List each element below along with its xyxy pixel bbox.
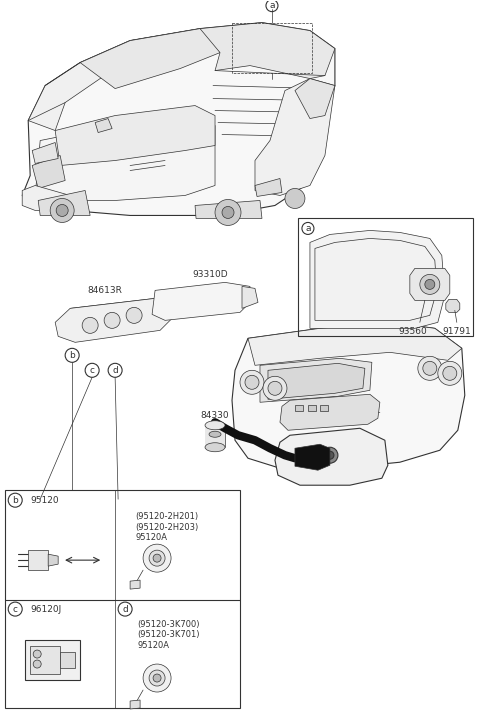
Circle shape [240,370,264,394]
Circle shape [438,361,462,385]
Polygon shape [28,550,48,570]
Polygon shape [446,299,460,312]
Polygon shape [255,178,282,197]
Polygon shape [48,554,58,566]
Bar [232,23,312,73]
Bar [5,491,240,708]
Text: c: c [90,366,95,375]
Text: 84330: 84330 [201,411,229,420]
Circle shape [143,664,171,692]
Text: 84613R: 84613R [88,287,122,295]
Polygon shape [152,282,250,320]
Text: b: b [69,351,75,360]
Polygon shape [28,29,210,130]
Polygon shape [248,322,462,365]
Circle shape [285,188,305,208]
Text: 93560: 93560 [398,327,427,337]
Circle shape [56,205,68,217]
Ellipse shape [209,431,221,437]
Polygon shape [22,185,70,210]
Circle shape [82,317,98,334]
Polygon shape [32,155,65,188]
Circle shape [425,279,435,289]
Polygon shape [55,106,215,165]
Polygon shape [130,580,140,589]
Ellipse shape [205,421,225,430]
Circle shape [153,554,161,562]
Polygon shape [32,143,58,163]
Polygon shape [38,190,90,215]
Text: (95120-2H201)
(95120-2H203)
95120A: (95120-2H201) (95120-2H203) 95120A [135,512,198,542]
Circle shape [268,381,282,395]
Polygon shape [200,23,335,78]
Circle shape [50,198,74,222]
Polygon shape [260,359,372,402]
Bar [298,218,473,337]
Polygon shape [232,322,465,468]
Circle shape [104,312,120,329]
Polygon shape [30,646,60,674]
Polygon shape [80,29,220,88]
Circle shape [245,375,259,389]
Text: 95120: 95120 [30,496,59,505]
Text: b: b [12,496,18,505]
Circle shape [33,660,41,668]
Polygon shape [280,394,380,430]
Ellipse shape [205,443,225,452]
Circle shape [153,674,161,682]
Text: 91791: 91791 [443,327,471,337]
Circle shape [33,650,41,658]
Polygon shape [275,429,388,486]
Polygon shape [255,78,335,195]
Circle shape [126,307,142,324]
Polygon shape [242,287,258,308]
Polygon shape [55,298,175,342]
Bar [308,405,316,411]
Text: 93310D: 93310D [192,270,228,279]
Circle shape [143,544,171,572]
Polygon shape [22,23,335,215]
Polygon shape [295,444,330,470]
Polygon shape [25,640,80,680]
Polygon shape [195,200,262,218]
Circle shape [149,550,165,566]
Text: a: a [305,224,311,233]
Bar [295,405,303,411]
Polygon shape [35,116,215,200]
Text: c: c [12,605,18,614]
Circle shape [443,366,457,380]
Circle shape [418,356,442,380]
Polygon shape [95,118,112,133]
Text: (95120-3K700)
(95120-3K701)
95120A: (95120-3K700) (95120-3K701) 95120A [137,620,200,650]
Circle shape [423,361,437,375]
Bar [320,405,328,411]
Circle shape [222,207,234,218]
Polygon shape [60,652,75,668]
Polygon shape [310,230,445,329]
Circle shape [322,447,338,463]
Text: a: a [269,1,275,10]
Polygon shape [410,268,450,300]
Polygon shape [268,364,365,399]
Polygon shape [295,78,335,118]
Circle shape [215,200,241,225]
Text: 96120J: 96120J [30,605,61,614]
Text: d: d [112,366,118,375]
Text: d: d [122,605,128,614]
Circle shape [263,376,287,400]
Circle shape [326,451,334,459]
Circle shape [149,670,165,686]
Polygon shape [130,700,140,709]
Bar [205,425,225,447]
Circle shape [420,275,440,294]
